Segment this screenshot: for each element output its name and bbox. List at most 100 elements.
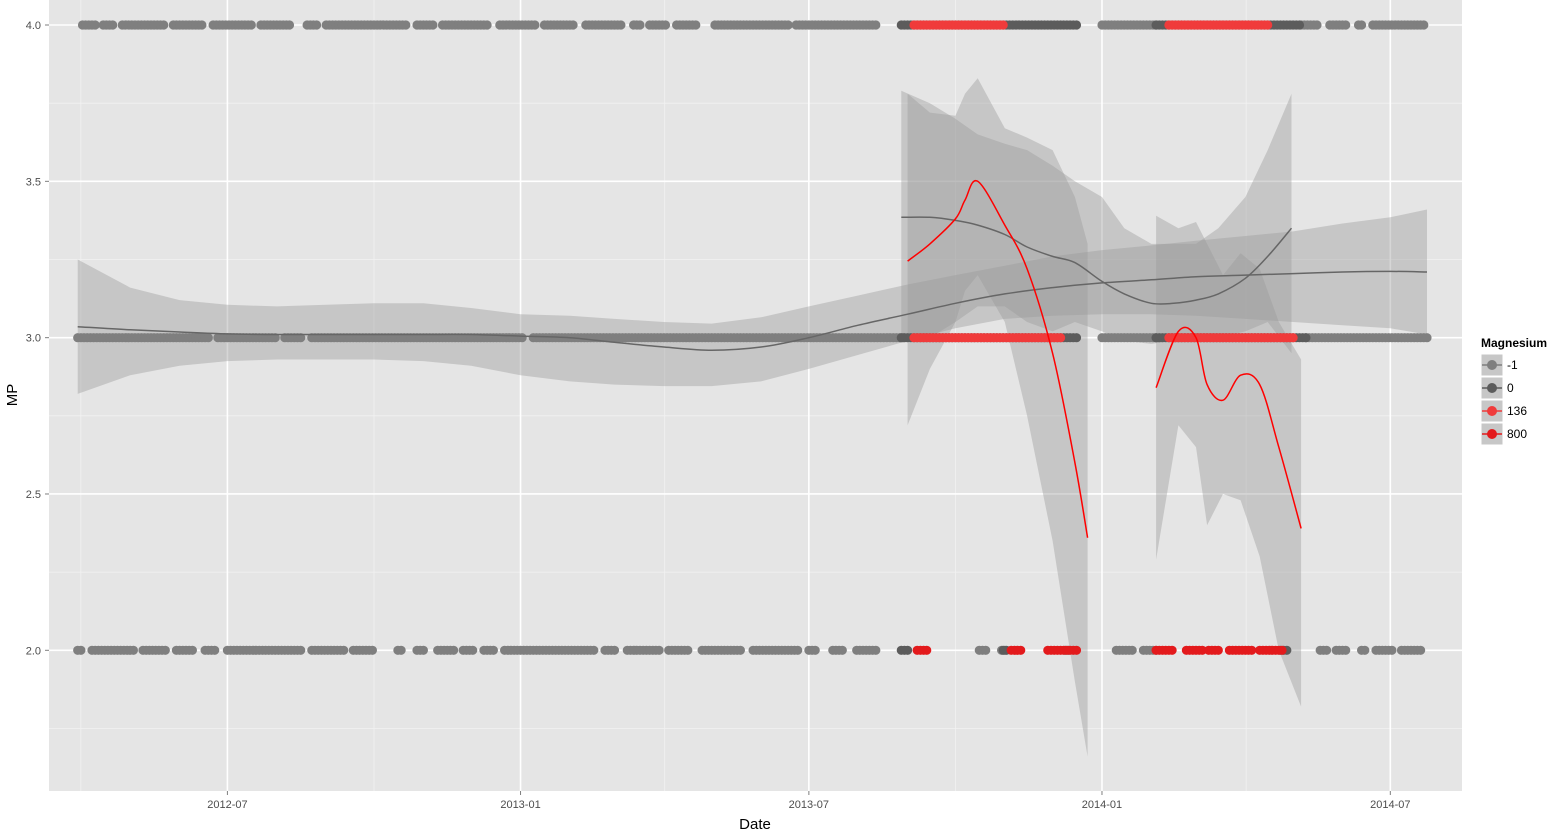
data-point <box>108 20 118 30</box>
data-point <box>654 645 664 655</box>
data-point <box>691 20 701 30</box>
x-tick-label: 2014-07 <box>1370 799 1410 811</box>
data-point <box>783 20 793 30</box>
x-tick-label: 2013-01 <box>500 799 540 811</box>
data-point <box>568 20 578 30</box>
data-point <box>517 333 527 343</box>
smooth-line-800 <box>1155 326 1302 529</box>
plot-panel <box>49 0 1462 791</box>
data-point <box>90 20 100 30</box>
data-point <box>1277 645 1287 655</box>
data-point <box>837 645 847 655</box>
data-point <box>296 333 306 343</box>
data-point <box>210 645 220 655</box>
data-point <box>683 645 693 655</box>
data-point <box>296 645 306 655</box>
y-axis-ticks: 2.0 2.5 3.0 3.5 4.0 <box>26 20 49 657</box>
y-tick-label: 4.0 <box>26 20 41 32</box>
data-point <box>660 20 671 30</box>
data-point <box>128 645 138 655</box>
legend-key-point <box>1487 429 1497 439</box>
x-axis-ticks: 2012-07 2013-01 2013-07 2014-01 2014-07 <box>207 791 1411 811</box>
data-point <box>160 645 170 655</box>
data-point <box>1071 645 1082 655</box>
legend-key-point <box>1487 383 1497 393</box>
smooth-line-0 <box>901 216 1293 305</box>
data-point <box>1127 645 1137 655</box>
data-point <box>401 20 411 30</box>
smooth-lines <box>77 179 1428 538</box>
data-point <box>203 333 213 343</box>
data-point <box>418 645 428 655</box>
data-point <box>1322 645 1332 655</box>
legend-label: 0 <box>1507 381 1514 395</box>
data-points <box>73 20 1432 655</box>
data-point <box>609 645 620 655</box>
x-tick-label: 2014-01 <box>1082 799 1122 811</box>
legend-label: 136 <box>1507 404 1527 418</box>
data-point <box>449 645 459 655</box>
data-point <box>1360 645 1370 655</box>
data-point <box>1416 645 1426 655</box>
data-point <box>312 20 322 30</box>
data-point <box>1263 20 1273 30</box>
confidence-band-136 <box>907 78 1088 757</box>
data-point <box>1341 20 1351 30</box>
legend: Magnesium -1 0 136 800 <box>1480 336 1547 446</box>
data-point <box>1247 645 1257 655</box>
data-point <box>159 20 169 30</box>
data-point <box>589 645 599 655</box>
legend-key-point <box>1487 406 1497 416</box>
data-point <box>635 20 645 30</box>
data-point <box>871 20 881 30</box>
data-point <box>871 645 881 655</box>
data-point <box>468 645 478 655</box>
data-point <box>981 645 991 655</box>
data-point <box>1071 20 1082 30</box>
legend-title: Magnesium <box>1481 336 1547 350</box>
legend-label: -1 <box>1507 358 1518 372</box>
data-point <box>339 645 349 655</box>
y-tick-label: 2.5 <box>26 489 41 501</box>
data-point <box>1419 20 1429 30</box>
data-point <box>246 20 256 30</box>
data-point <box>1312 20 1322 30</box>
data-point <box>1197 645 1207 655</box>
data-point <box>1387 645 1397 655</box>
data-point <box>1071 333 1082 343</box>
data-point <box>76 645 86 655</box>
data-point <box>735 645 746 655</box>
data-point <box>284 20 295 30</box>
data-point <box>903 645 913 655</box>
data-point <box>998 20 1008 30</box>
data-point <box>530 20 540 30</box>
data-point <box>1357 20 1367 30</box>
legend-label: 800 <box>1507 427 1527 441</box>
data-point <box>1301 333 1311 343</box>
x-tick-label: 2013-07 <box>789 799 829 811</box>
confidence-band-0 <box>901 90 1292 354</box>
data-point <box>1016 645 1026 655</box>
data-point <box>1213 645 1223 655</box>
confidence-band--1 <box>77 209 1428 394</box>
data-point <box>793 645 803 655</box>
data-point <box>922 645 932 655</box>
data-point <box>1422 333 1432 343</box>
y-tick-label: 2.0 <box>26 645 41 657</box>
data-point <box>396 645 406 655</box>
smooth-line--1 <box>77 270 1428 351</box>
data-point <box>197 20 207 30</box>
data-point <box>810 645 820 655</box>
x-axis-title: Date <box>739 816 771 833</box>
y-tick-label: 3.0 <box>26 333 41 345</box>
data-point <box>1294 20 1305 30</box>
data-point <box>482 20 492 30</box>
data-point <box>428 20 438 30</box>
data-point <box>1341 645 1351 655</box>
smooth-line-136 <box>907 179 1089 538</box>
data-point <box>187 645 197 655</box>
data-point <box>616 20 626 30</box>
legend-key-point <box>1487 360 1497 370</box>
data-point <box>1288 333 1298 343</box>
